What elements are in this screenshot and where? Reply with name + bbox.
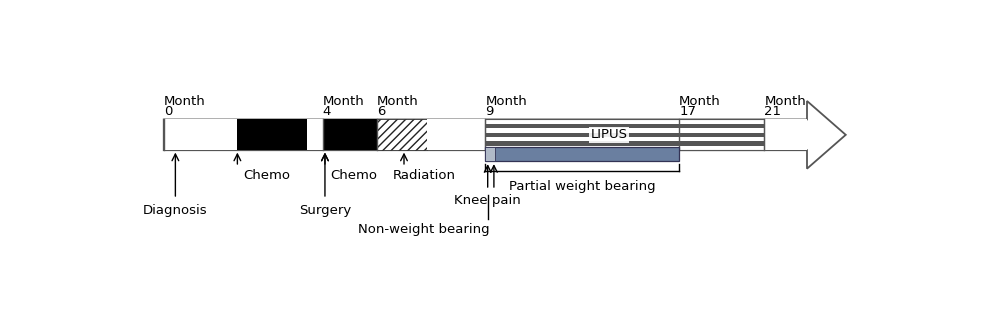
Text: Month: Month xyxy=(323,95,364,108)
Text: Partial weight bearing: Partial weight bearing xyxy=(509,180,656,193)
Text: 0: 0 xyxy=(164,105,172,118)
Bar xyxy=(164,120,237,150)
Bar xyxy=(485,128,764,133)
Text: 4: 4 xyxy=(323,105,331,118)
Bar xyxy=(485,147,679,161)
Bar xyxy=(485,133,764,137)
Bar xyxy=(485,120,764,150)
Text: Surgery: Surgery xyxy=(299,204,351,217)
Bar xyxy=(485,147,495,161)
Text: Month: Month xyxy=(485,95,527,108)
Text: Month: Month xyxy=(764,95,806,108)
Bar xyxy=(377,120,427,150)
Bar xyxy=(485,137,764,142)
Bar xyxy=(237,120,307,150)
Text: 9: 9 xyxy=(485,105,494,118)
Bar xyxy=(485,146,764,150)
Text: 6: 6 xyxy=(377,105,385,118)
Bar xyxy=(764,120,807,150)
Bar xyxy=(485,124,764,128)
Text: 21: 21 xyxy=(764,105,781,118)
Text: Radiation: Radiation xyxy=(392,169,455,182)
Text: Month: Month xyxy=(164,95,206,108)
Bar xyxy=(323,120,377,150)
Text: Month: Month xyxy=(377,95,419,108)
Text: Month: Month xyxy=(679,95,721,108)
Text: 17: 17 xyxy=(679,105,696,118)
Text: Non-weight bearing: Non-weight bearing xyxy=(358,223,489,236)
Text: Chemo: Chemo xyxy=(243,169,290,182)
Text: LIPUS: LIPUS xyxy=(591,128,628,141)
Text: Chemo: Chemo xyxy=(330,169,377,182)
FancyArrow shape xyxy=(164,101,846,169)
Bar xyxy=(307,120,323,150)
Text: Knee pain: Knee pain xyxy=(454,194,521,207)
Bar xyxy=(485,142,764,146)
Bar xyxy=(427,120,485,150)
Text: Diagnosis: Diagnosis xyxy=(143,204,208,217)
Bar xyxy=(485,120,764,124)
